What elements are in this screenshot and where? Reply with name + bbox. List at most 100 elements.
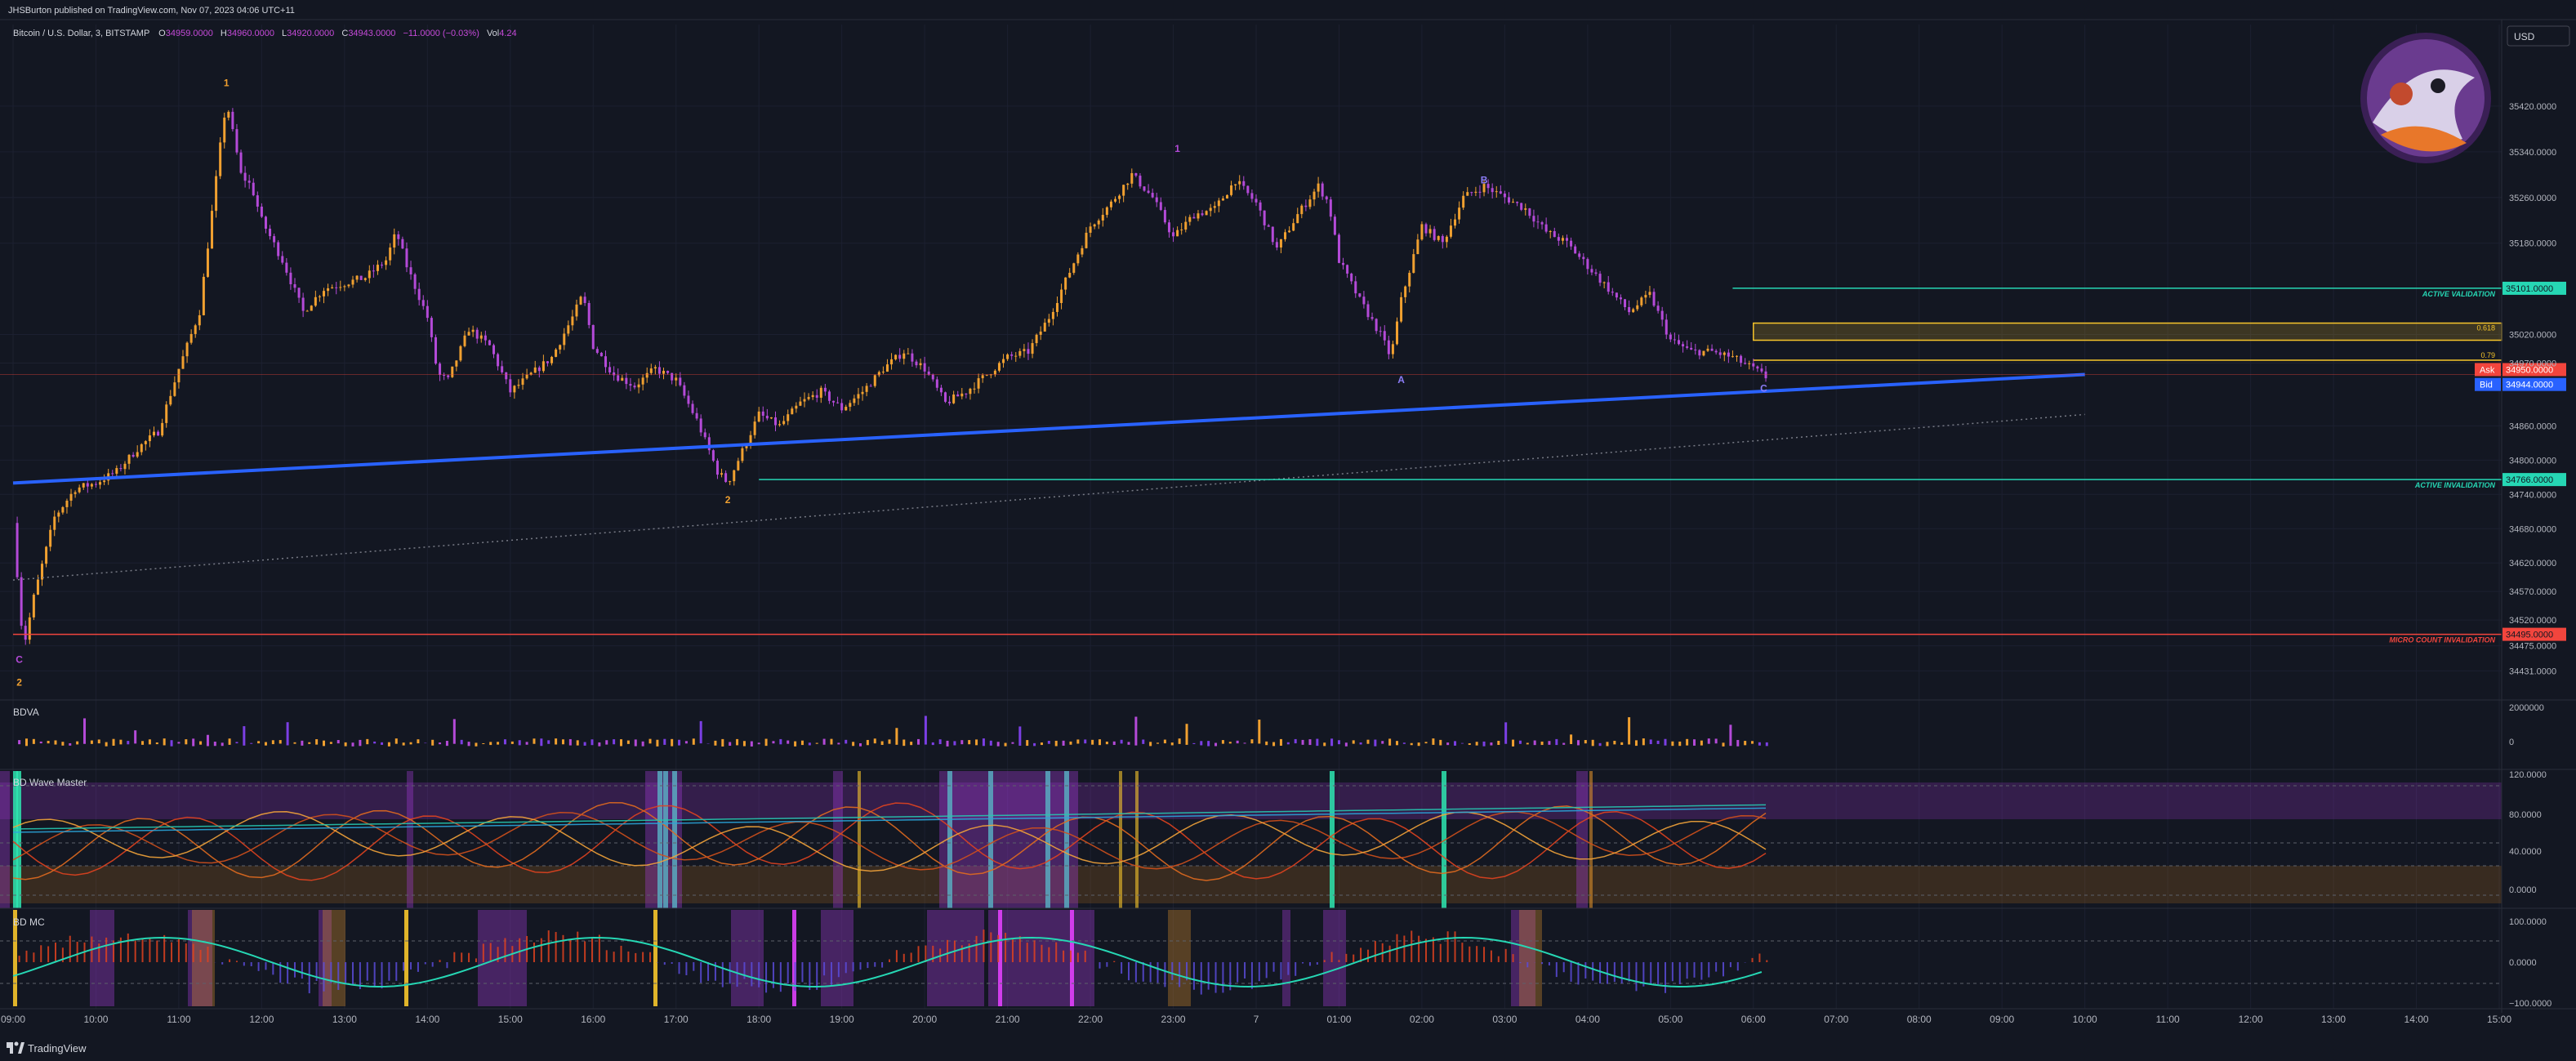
candle-body[interactable] — [323, 291, 325, 296]
candle-body[interactable] — [811, 395, 814, 398]
candle-body[interactable] — [69, 493, 73, 502]
candle-body[interactable] — [599, 352, 603, 357]
currency-selector[interactable] — [2507, 25, 2570, 47]
candle-body[interactable] — [591, 324, 595, 350]
candle-body[interactable] — [521, 378, 524, 386]
candle-body[interactable] — [559, 345, 562, 350]
candle-body[interactable] — [1259, 202, 1262, 211]
candle-body[interactable] — [372, 270, 375, 272]
candle-body[interactable] — [1736, 355, 1739, 357]
candle-body[interactable] — [1698, 350, 1701, 356]
candle-body[interactable] — [1279, 239, 1282, 247]
candle-body[interactable] — [1706, 348, 1709, 351]
candle-body[interactable] — [1313, 191, 1316, 200]
candle-body[interactable] — [533, 367, 537, 373]
candle-body[interactable] — [1524, 208, 1527, 210]
candle-body[interactable] — [1304, 205, 1308, 207]
candle-body[interactable] — [401, 239, 404, 249]
candle-body[interactable] — [239, 152, 243, 173]
candle-body[interactable] — [1014, 355, 1018, 357]
candle-body[interactable] — [1064, 277, 1067, 290]
candle-body[interactable] — [787, 414, 790, 421]
candle-body[interactable] — [517, 385, 520, 386]
candle-body[interactable] — [1710, 348, 1714, 351]
candle-body[interactable] — [1072, 263, 1076, 273]
candle-body[interactable] — [1275, 242, 1278, 247]
candle-body[interactable] — [923, 363, 926, 372]
candle-body[interactable] — [1081, 247, 1084, 255]
candle-body[interactable] — [729, 481, 732, 483]
candle-body[interactable] — [314, 296, 317, 306]
candle-body[interactable] — [1428, 229, 1432, 234]
candle-body[interactable] — [1201, 213, 1204, 216]
candle-body[interactable] — [413, 274, 417, 289]
candle-body[interactable] — [1255, 198, 1258, 203]
candle-body[interactable] — [223, 118, 226, 143]
candle-body[interactable] — [405, 248, 408, 268]
candle-body[interactable] — [1516, 202, 1519, 203]
candle-body[interactable] — [919, 363, 922, 366]
candle-body[interactable] — [1271, 226, 1274, 243]
candle-body[interactable] — [1147, 190, 1150, 194]
candle-body[interactable] — [608, 367, 612, 372]
candle-body[interactable] — [1764, 371, 1767, 379]
candle-body[interactable] — [1656, 305, 1660, 311]
candle-body[interactable] — [873, 375, 876, 386]
candle-body[interactable] — [671, 372, 674, 381]
candle-body[interactable] — [1400, 296, 1403, 322]
candle-body[interactable] — [1437, 236, 1440, 240]
candle-body[interactable] — [877, 372, 880, 376]
candle-body[interactable] — [1370, 317, 1374, 319]
candle-body[interactable] — [1520, 203, 1523, 210]
candle-body[interactable] — [1677, 340, 1680, 345]
candle-body[interactable] — [471, 329, 475, 332]
candle-body[interactable] — [944, 392, 947, 402]
candle-body[interactable] — [1644, 295, 1647, 298]
candle-body[interactable] — [497, 354, 500, 367]
candle-body[interactable] — [733, 470, 736, 482]
candle-body[interactable] — [169, 395, 172, 405]
candle-body[interactable] — [1342, 262, 1345, 265]
candle-body[interactable] — [1362, 296, 1366, 305]
candle-body[interactable] — [219, 142, 222, 176]
candle-body[interactable] — [1205, 211, 1208, 216]
candle-body[interactable] — [1089, 226, 1092, 233]
candle-body[interactable] — [749, 435, 752, 445]
candle-body[interactable] — [318, 296, 321, 297]
candle-body[interactable] — [555, 349, 558, 357]
candle-body[interactable] — [571, 316, 574, 326]
candle-body[interactable] — [1470, 192, 1473, 194]
candle-body[interactable] — [1686, 346, 1689, 348]
candle-body[interactable] — [1163, 210, 1166, 223]
candle-body[interactable] — [1702, 350, 1705, 356]
candle-body[interactable] — [657, 367, 661, 374]
candle-body[interactable] — [505, 372, 508, 380]
candle-body[interactable] — [1114, 198, 1117, 202]
candle-body[interactable] — [264, 216, 267, 230]
candle-body[interactable] — [1238, 181, 1241, 185]
candle-body[interactable] — [181, 356, 185, 369]
candle-body[interactable] — [1018, 350, 1022, 356]
candle-body[interactable] — [479, 335, 483, 339]
candle-body[interactable] — [131, 454, 135, 457]
candle-body[interactable] — [666, 371, 670, 373]
candle-body[interactable] — [41, 564, 44, 580]
candle-body[interactable] — [1607, 282, 1610, 292]
candle-body[interactable] — [252, 182, 255, 196]
candle-body[interactable] — [935, 379, 938, 388]
candle-body[interactable] — [1544, 224, 1548, 232]
candle-body[interactable] — [715, 461, 719, 475]
candle-body[interactable] — [115, 468, 118, 474]
candle-body[interactable] — [1690, 347, 1693, 350]
candle-body[interactable] — [1197, 213, 1200, 219]
candle-body[interactable] — [144, 441, 147, 444]
candle-body[interactable] — [417, 288, 421, 301]
candle-body[interactable] — [1636, 305, 1639, 310]
candle-body[interactable] — [247, 181, 251, 183]
candle-body[interactable] — [152, 431, 155, 436]
candle-body[interactable] — [815, 395, 818, 398]
candle-body[interactable] — [563, 333, 566, 345]
candle-body[interactable] — [1143, 186, 1146, 191]
candle-body[interactable] — [849, 403, 852, 408]
candle-body[interactable] — [617, 375, 620, 381]
